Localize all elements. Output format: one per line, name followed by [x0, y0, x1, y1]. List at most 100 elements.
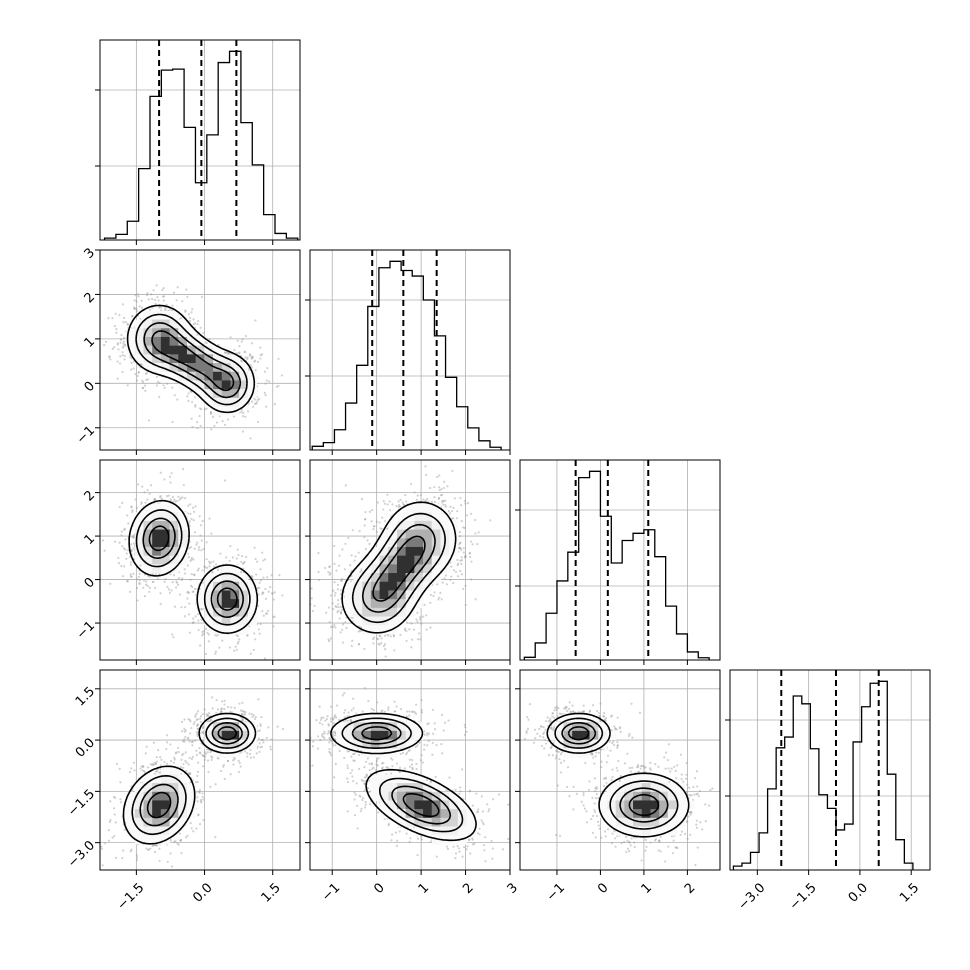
- scatter-point: [169, 573, 172, 576]
- scatter-point: [196, 323, 199, 326]
- scatter-point: [256, 560, 259, 563]
- density-cell: [143, 826, 153, 836]
- scatter-point: [146, 488, 149, 492]
- scatter-point: [122, 345, 125, 348]
- scatter-point: [150, 293, 153, 296]
- scatter-point: [193, 587, 197, 590]
- scatter-point: [118, 505, 121, 509]
- scatter-point: [382, 500, 385, 503]
- density-cell: [186, 336, 197, 347]
- scatter-point: [443, 480, 446, 483]
- scatter-point: [119, 781, 122, 784]
- density-cell: [152, 336, 162, 347]
- scatter-point: [397, 505, 400, 508]
- scatter-point: [423, 603, 426, 606]
- scatter-point: [116, 377, 119, 380]
- scatter-point: [189, 821, 192, 825]
- scatter-point: [157, 306, 161, 309]
- y-tick-label: 1.5: [73, 684, 98, 709]
- scatter-point: [180, 578, 183, 582]
- scatter-point: [265, 379, 268, 382]
- density-cell: [143, 774, 153, 784]
- scatter-point: [159, 471, 162, 474]
- scatter-point: [184, 310, 187, 313]
- scatter-point: [265, 612, 269, 615]
- scatter-point: [192, 510, 196, 513]
- scatter-point: [144, 389, 147, 392]
- scatter-point: [151, 580, 155, 584]
- scatter-point: [199, 717, 202, 720]
- density-cell: [134, 328, 144, 338]
- density-cell: [169, 345, 179, 355]
- scatter-point: [181, 577, 184, 580]
- density-cell: [126, 328, 136, 338]
- scatter-point: [137, 371, 140, 374]
- contour-line: [131, 717, 250, 836]
- scatter-point: [244, 356, 247, 359]
- scatter-point: [196, 727, 199, 730]
- scatter-point: [182, 483, 185, 487]
- scatter-point: [200, 295, 204, 299]
- scatter-point: [194, 615, 197, 618]
- scatter-point: [458, 543, 461, 546]
- scatter-point: [210, 758, 213, 761]
- scatter-point: [248, 354, 251, 357]
- scatter-point: [189, 578, 192, 581]
- scatter-point: [250, 713, 254, 716]
- scatter-point: [159, 602, 162, 606]
- density-cell: [204, 573, 214, 583]
- scatter-point: [280, 374, 283, 377]
- scatter-point: [241, 718, 244, 722]
- x-tick-label: 0.0: [846, 880, 871, 905]
- scatter-point: [183, 606, 187, 609]
- scatter-point: [266, 367, 269, 370]
- scatter-point: [182, 467, 185, 471]
- density-cell: [221, 616, 231, 626]
- scatter-point: [196, 333, 199, 336]
- scatter-point: [190, 417, 193, 420]
- scatter-point: [156, 295, 159, 299]
- scatter-point: [186, 590, 189, 593]
- density-cell: [134, 319, 144, 329]
- scatter-point: [196, 800, 199, 803]
- scatter-point: [401, 501, 404, 504]
- scatter-point: [123, 528, 126, 531]
- scatter-point: [204, 752, 208, 756]
- scatter-point: [212, 415, 215, 419]
- scatter-point: [130, 368, 133, 371]
- scatter-point: [185, 761, 188, 764]
- scatter-point: [206, 631, 209, 634]
- density-cell: [152, 503, 162, 513]
- scatter-point: [264, 597, 268, 601]
- scatter-point: [170, 865, 174, 868]
- density-cell: [160, 564, 171, 574]
- density-cell: [178, 336, 188, 347]
- scatter-point: [244, 351, 247, 354]
- density-cell: [169, 555, 179, 565]
- scatter-point: [425, 498, 429, 501]
- scatter-point: [123, 565, 126, 568]
- scatter-point: [183, 727, 186, 730]
- scatter-point: [155, 375, 158, 378]
- scatter-point: [214, 650, 217, 653]
- scatter-point: [242, 415, 245, 418]
- density-cell: [230, 371, 240, 381]
- density-cell: [126, 345, 136, 355]
- scatter-point: [236, 548, 239, 551]
- scatter-point: [238, 702, 241, 705]
- density-cell: [204, 616, 214, 626]
- density-cell: [213, 739, 223, 749]
- density-cell: [143, 363, 153, 373]
- scatter-point: [194, 872, 196, 874]
- scatter-point: [216, 708, 220, 711]
- scatter-point: [127, 522, 130, 525]
- scatter-point: [328, 565, 331, 569]
- density-cell: [178, 529, 188, 539]
- density-cell: [213, 748, 223, 758]
- scatter-point: [111, 317, 114, 320]
- scatter-point: [180, 758, 183, 761]
- scatter-point: [201, 727, 205, 730]
- scatter-point: [253, 359, 257, 362]
- scatter-point: [119, 341, 122, 344]
- density-cell: [186, 354, 197, 364]
